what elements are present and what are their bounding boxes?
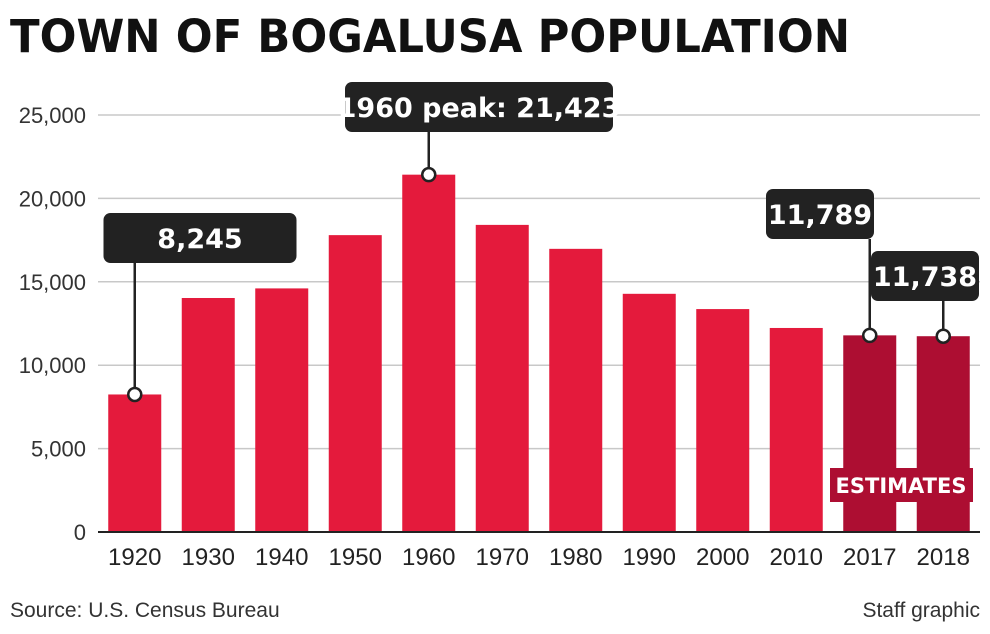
x-tick-label: 2017 bbox=[843, 544, 896, 571]
x-tick-label: 1930 bbox=[182, 544, 235, 571]
x-tick-label: 2000 bbox=[696, 544, 749, 571]
x-tick-label: 2010 bbox=[770, 544, 823, 571]
x-tick-label: 1990 bbox=[623, 544, 676, 571]
staff-credit: Staff graphic bbox=[862, 599, 980, 622]
bar-1940 bbox=[255, 288, 309, 532]
x-axis-ticks: 1920 1930 1940 1950 1960 1970 1980 1990 2000 2010… bbox=[108, 544, 970, 571]
callout-marker bbox=[421, 166, 437, 183]
x-tick-label: 1980 bbox=[549, 544, 602, 571]
x-tick-label: 1940 bbox=[255, 544, 308, 571]
estimates-label: ESTIMATES bbox=[836, 474, 967, 498]
bar-2018 bbox=[916, 336, 970, 532]
callout-label: 8,245 bbox=[157, 224, 242, 255]
y-tick-label: 20,000 bbox=[19, 186, 86, 211]
y-tick-label: 25,000 bbox=[19, 103, 86, 128]
bar-2010 bbox=[769, 327, 823, 532]
callout-2017: 11,789 bbox=[766, 189, 878, 344]
x-tick-label: 1950 bbox=[329, 544, 382, 571]
bar-1930 bbox=[181, 297, 235, 532]
callout-label: 11,738 bbox=[873, 262, 977, 293]
callout-box bbox=[871, 251, 979, 301]
y-tick-label: 15,000 bbox=[19, 270, 86, 295]
y-tick-label: 5,000 bbox=[31, 437, 86, 462]
callout-box bbox=[345, 82, 613, 132]
callout-marker bbox=[935, 328, 951, 344]
bar-2017 bbox=[843, 335, 897, 532]
x-tick-label: 1960 bbox=[402, 544, 455, 571]
callout-marker bbox=[862, 327, 878, 344]
callout-1960: 1960 peak: 21,423 bbox=[338, 82, 621, 183]
chart-title: TOWN OF BOGALUSA POPULATION bbox=[10, 10, 850, 63]
x-tick-label: 1920 bbox=[108, 544, 161, 571]
callout-2018: 11,738 bbox=[871, 251, 979, 344]
x-tick-label: 2018 bbox=[917, 544, 970, 571]
bar-1960 bbox=[402, 174, 456, 532]
callout-label: 1960 peak: 21,423 bbox=[338, 93, 621, 124]
y-tick-label: 0 bbox=[74, 520, 86, 545]
callout-1920: 8,245 bbox=[103, 213, 297, 403]
y-tick-label: 10,000 bbox=[19, 353, 86, 378]
callout-box bbox=[766, 189, 874, 239]
bar-1920 bbox=[108, 394, 162, 532]
bar-1990 bbox=[622, 293, 676, 532]
estimates-badge: ESTIMATES bbox=[830, 468, 973, 502]
callout-label: 11,789 bbox=[768, 200, 872, 231]
callout-box bbox=[103, 213, 297, 263]
bar-1970 bbox=[475, 224, 529, 533]
callout-marker bbox=[127, 386, 143, 403]
bar-2000 bbox=[696, 309, 750, 532]
y-axis-ticks: 0 5,000 10,000 15,000 20,000 25,000 bbox=[19, 103, 86, 545]
bar-1950 bbox=[328, 235, 382, 532]
bar-1980 bbox=[549, 248, 603, 532]
x-tick-label: 1970 bbox=[476, 544, 529, 571]
source-note: Source: U.S. Census Bureau bbox=[10, 599, 280, 622]
estimates-badge-bg bbox=[830, 468, 973, 502]
